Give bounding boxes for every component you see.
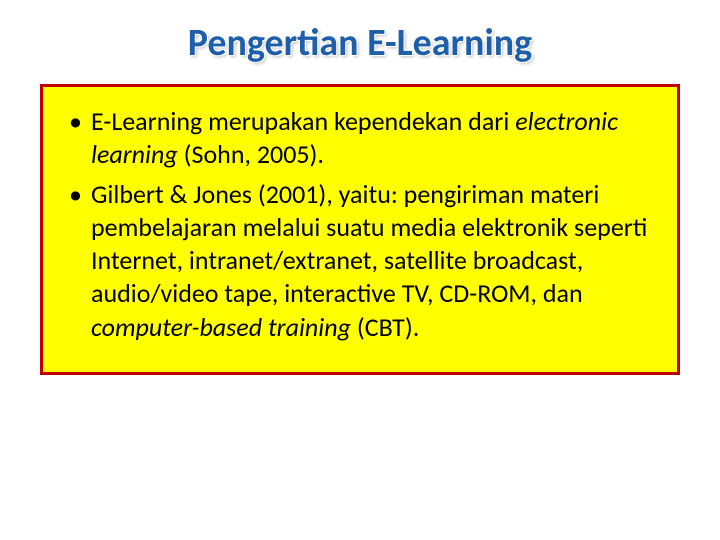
bullet-text-segment: Gilbert & Jones (2001), yaitu: pengirima… [91,178,647,310]
slide: Pengertian E-Learning E-Learning merupak… [0,0,720,540]
bullet-item: Gilbert & Jones (2001), yaitu: pengirima… [65,178,655,344]
bullet-text-segment: (CBT). [351,311,419,343]
bullet-text-segment: (Sohn, 2005). [178,138,324,170]
slide-title: Pengertian E-Learning [40,20,680,66]
bullet-list: E-Learning merupakan kependekan dari ele… [65,105,655,344]
bullet-item: E-Learning merupakan kependekan dari ele… [65,105,655,172]
bullet-text-segment: computer-based training [91,311,351,343]
bullet-text-segment: E-Learning merupakan kependekan dari [91,105,515,137]
content-box: E-Learning merupakan kependekan dari ele… [40,84,680,375]
